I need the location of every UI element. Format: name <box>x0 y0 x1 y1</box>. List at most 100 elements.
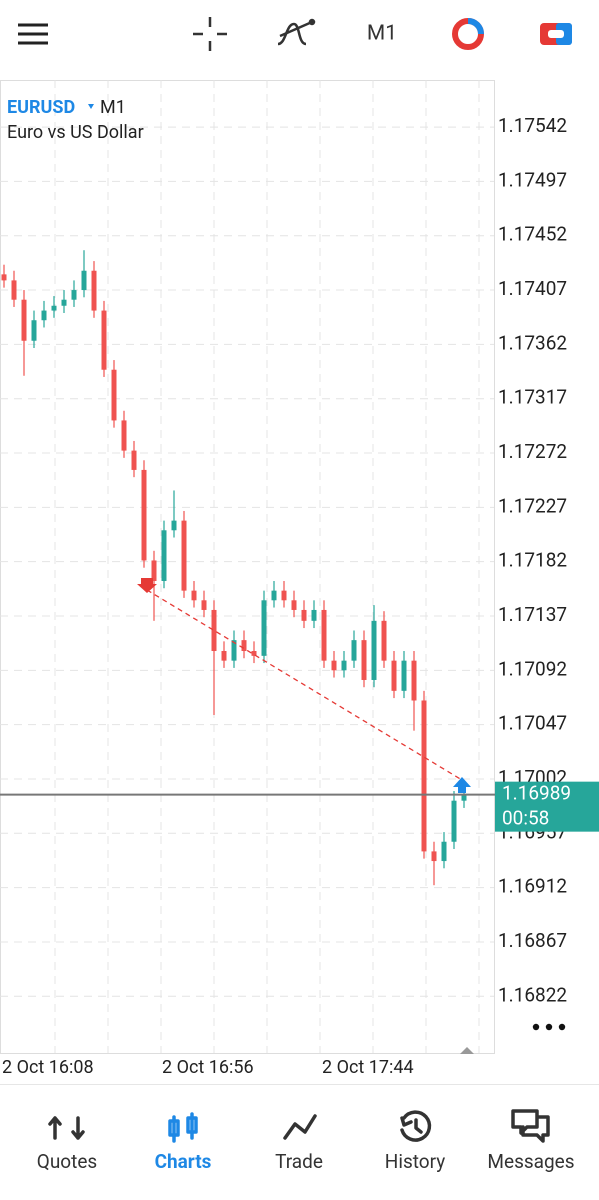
time-axis: 2 Oct 16:08 2 Oct 16:56 2 Oct 17:44 <box>2 1057 414 1078</box>
y-tick-label: 1.17497 <box>498 168 567 191</box>
y-tick-label: 1.16867 <box>498 929 567 952</box>
y-tick-label: 1.16822 <box>498 983 567 1006</box>
candle-body <box>11 280 17 300</box>
candle-body <box>301 609 307 621</box>
nav-icon[interactable] <box>283 1114 317 1140</box>
one-click-trading-button[interactable] <box>452 18 484 50</box>
y-tick-label: 1.17272 <box>498 440 567 463</box>
candle-body <box>1 274 7 281</box>
candle-body <box>121 420 127 451</box>
timeframe-button[interactable]: M1 <box>367 22 397 46</box>
nav-icon[interactable] <box>511 1109 550 1143</box>
grid <box>0 126 494 997</box>
candle-body <box>141 469 147 561</box>
candle-body <box>341 660 347 671</box>
y-tick-label: 1.16912 <box>498 875 567 898</box>
plot-frame <box>0 80 495 1054</box>
candle-body <box>461 794 467 801</box>
candle-body <box>31 320 37 341</box>
candle-body <box>211 609 217 652</box>
candle-body <box>41 310 47 321</box>
y-tick-label: 1.17182 <box>498 549 567 572</box>
nav-label[interactable]: Charts <box>155 1150 212 1173</box>
indicators-button[interactable] <box>277 18 316 46</box>
y-tick-label: 1.17452 <box>498 223 567 246</box>
y-tick-label: 1.17362 <box>498 331 567 354</box>
trade-history <box>137 578 471 793</box>
candle-body <box>201 600 207 610</box>
candle-body <box>371 620 377 680</box>
candle-body <box>281 590 287 601</box>
candle-body <box>151 560 157 581</box>
nav-icon[interactable] <box>168 1112 198 1143</box>
candle-body <box>101 310 107 370</box>
y-tick-label: 1.17047 <box>498 712 567 735</box>
candle-body <box>331 660 337 671</box>
y-tick-label: 1.17542 <box>498 114 567 137</box>
candle-body <box>271 590 277 601</box>
candle-body <box>321 609 327 661</box>
candle-body <box>351 640 357 661</box>
candle-body <box>221 651 227 661</box>
candles <box>1 250 467 886</box>
candle-body <box>391 660 397 691</box>
candle-body <box>81 270 87 291</box>
price-axis: 1.17542 1.17497 1.17452 1.17407 1.17362 1.173… <box>498 114 567 1006</box>
more-button[interactable] <box>532 1023 566 1031</box>
trade-button[interactable] <box>540 23 572 45</box>
candle-body <box>451 800 457 842</box>
candle-body <box>181 520 187 591</box>
symbol-description: Euro vs US Dollar <box>7 122 144 143</box>
chart-timeframe: M1 <box>100 97 126 118</box>
candle-body <box>131 450 137 470</box>
nav-label[interactable]: History <box>385 1150 445 1173</box>
candle-body <box>91 270 97 311</box>
vertical-grid <box>54 80 480 1053</box>
candle-body <box>361 640 367 680</box>
candle-body <box>291 600 297 610</box>
nav-icon[interactable] <box>48 1116 85 1140</box>
nav-icon[interactable] <box>400 1110 432 1142</box>
candle-body <box>191 590 197 601</box>
candle-body <box>111 369 117 421</box>
nav-label[interactable]: Messages <box>487 1150 574 1173</box>
y-tick-label: 1.17227 <box>498 494 567 517</box>
symbol[interactable]: EURUSD <box>7 97 75 118</box>
last-price-box <box>495 781 599 832</box>
candle-body <box>421 700 427 852</box>
candle-body <box>441 841 447 862</box>
x-tick-label: 2 Oct 17:44 <box>322 1057 414 1078</box>
candle-body <box>61 299 67 306</box>
bar-countdown: 00:58 <box>502 807 549 830</box>
bottom-nav: Quotes Charts Trade History Messages <box>37 1109 575 1173</box>
crosshair-button[interactable] <box>193 17 227 51</box>
candle-body <box>161 530 167 581</box>
nav-label[interactable]: Quotes <box>37 1150 97 1173</box>
x-tick-label: 2 Oct 16:08 <box>2 1057 94 1078</box>
candle-body <box>171 520 177 531</box>
y-tick-label: 1.17317 <box>498 386 567 409</box>
candle-body <box>21 299 27 341</box>
candle-body <box>51 305 57 311</box>
candle-body <box>251 651 257 656</box>
y-tick-label: 1.17137 <box>498 603 567 626</box>
nav-label[interactable]: Trade <box>275 1150 323 1173</box>
candle-body <box>231 640 237 661</box>
y-tick-label: 1.17407 <box>498 277 567 300</box>
y-tick-label: 1.17092 <box>498 657 567 680</box>
candle-body <box>261 600 267 656</box>
candle-body <box>431 851 437 862</box>
toolbar <box>0 0 599 80</box>
candle-body <box>411 660 417 701</box>
menu-button[interactable] <box>18 23 48 45</box>
x-tick-label: 2 Oct 16:56 <box>162 1057 254 1078</box>
candle-body <box>381 620 387 661</box>
scroll-marker <box>460 1047 474 1054</box>
candle-body <box>71 290 77 300</box>
candle-body <box>401 660 407 691</box>
symbol-dropdown[interactable] <box>88 104 94 109</box>
last-price-label: 1.16989 <box>502 782 571 805</box>
candle-body <box>311 609 317 621</box>
